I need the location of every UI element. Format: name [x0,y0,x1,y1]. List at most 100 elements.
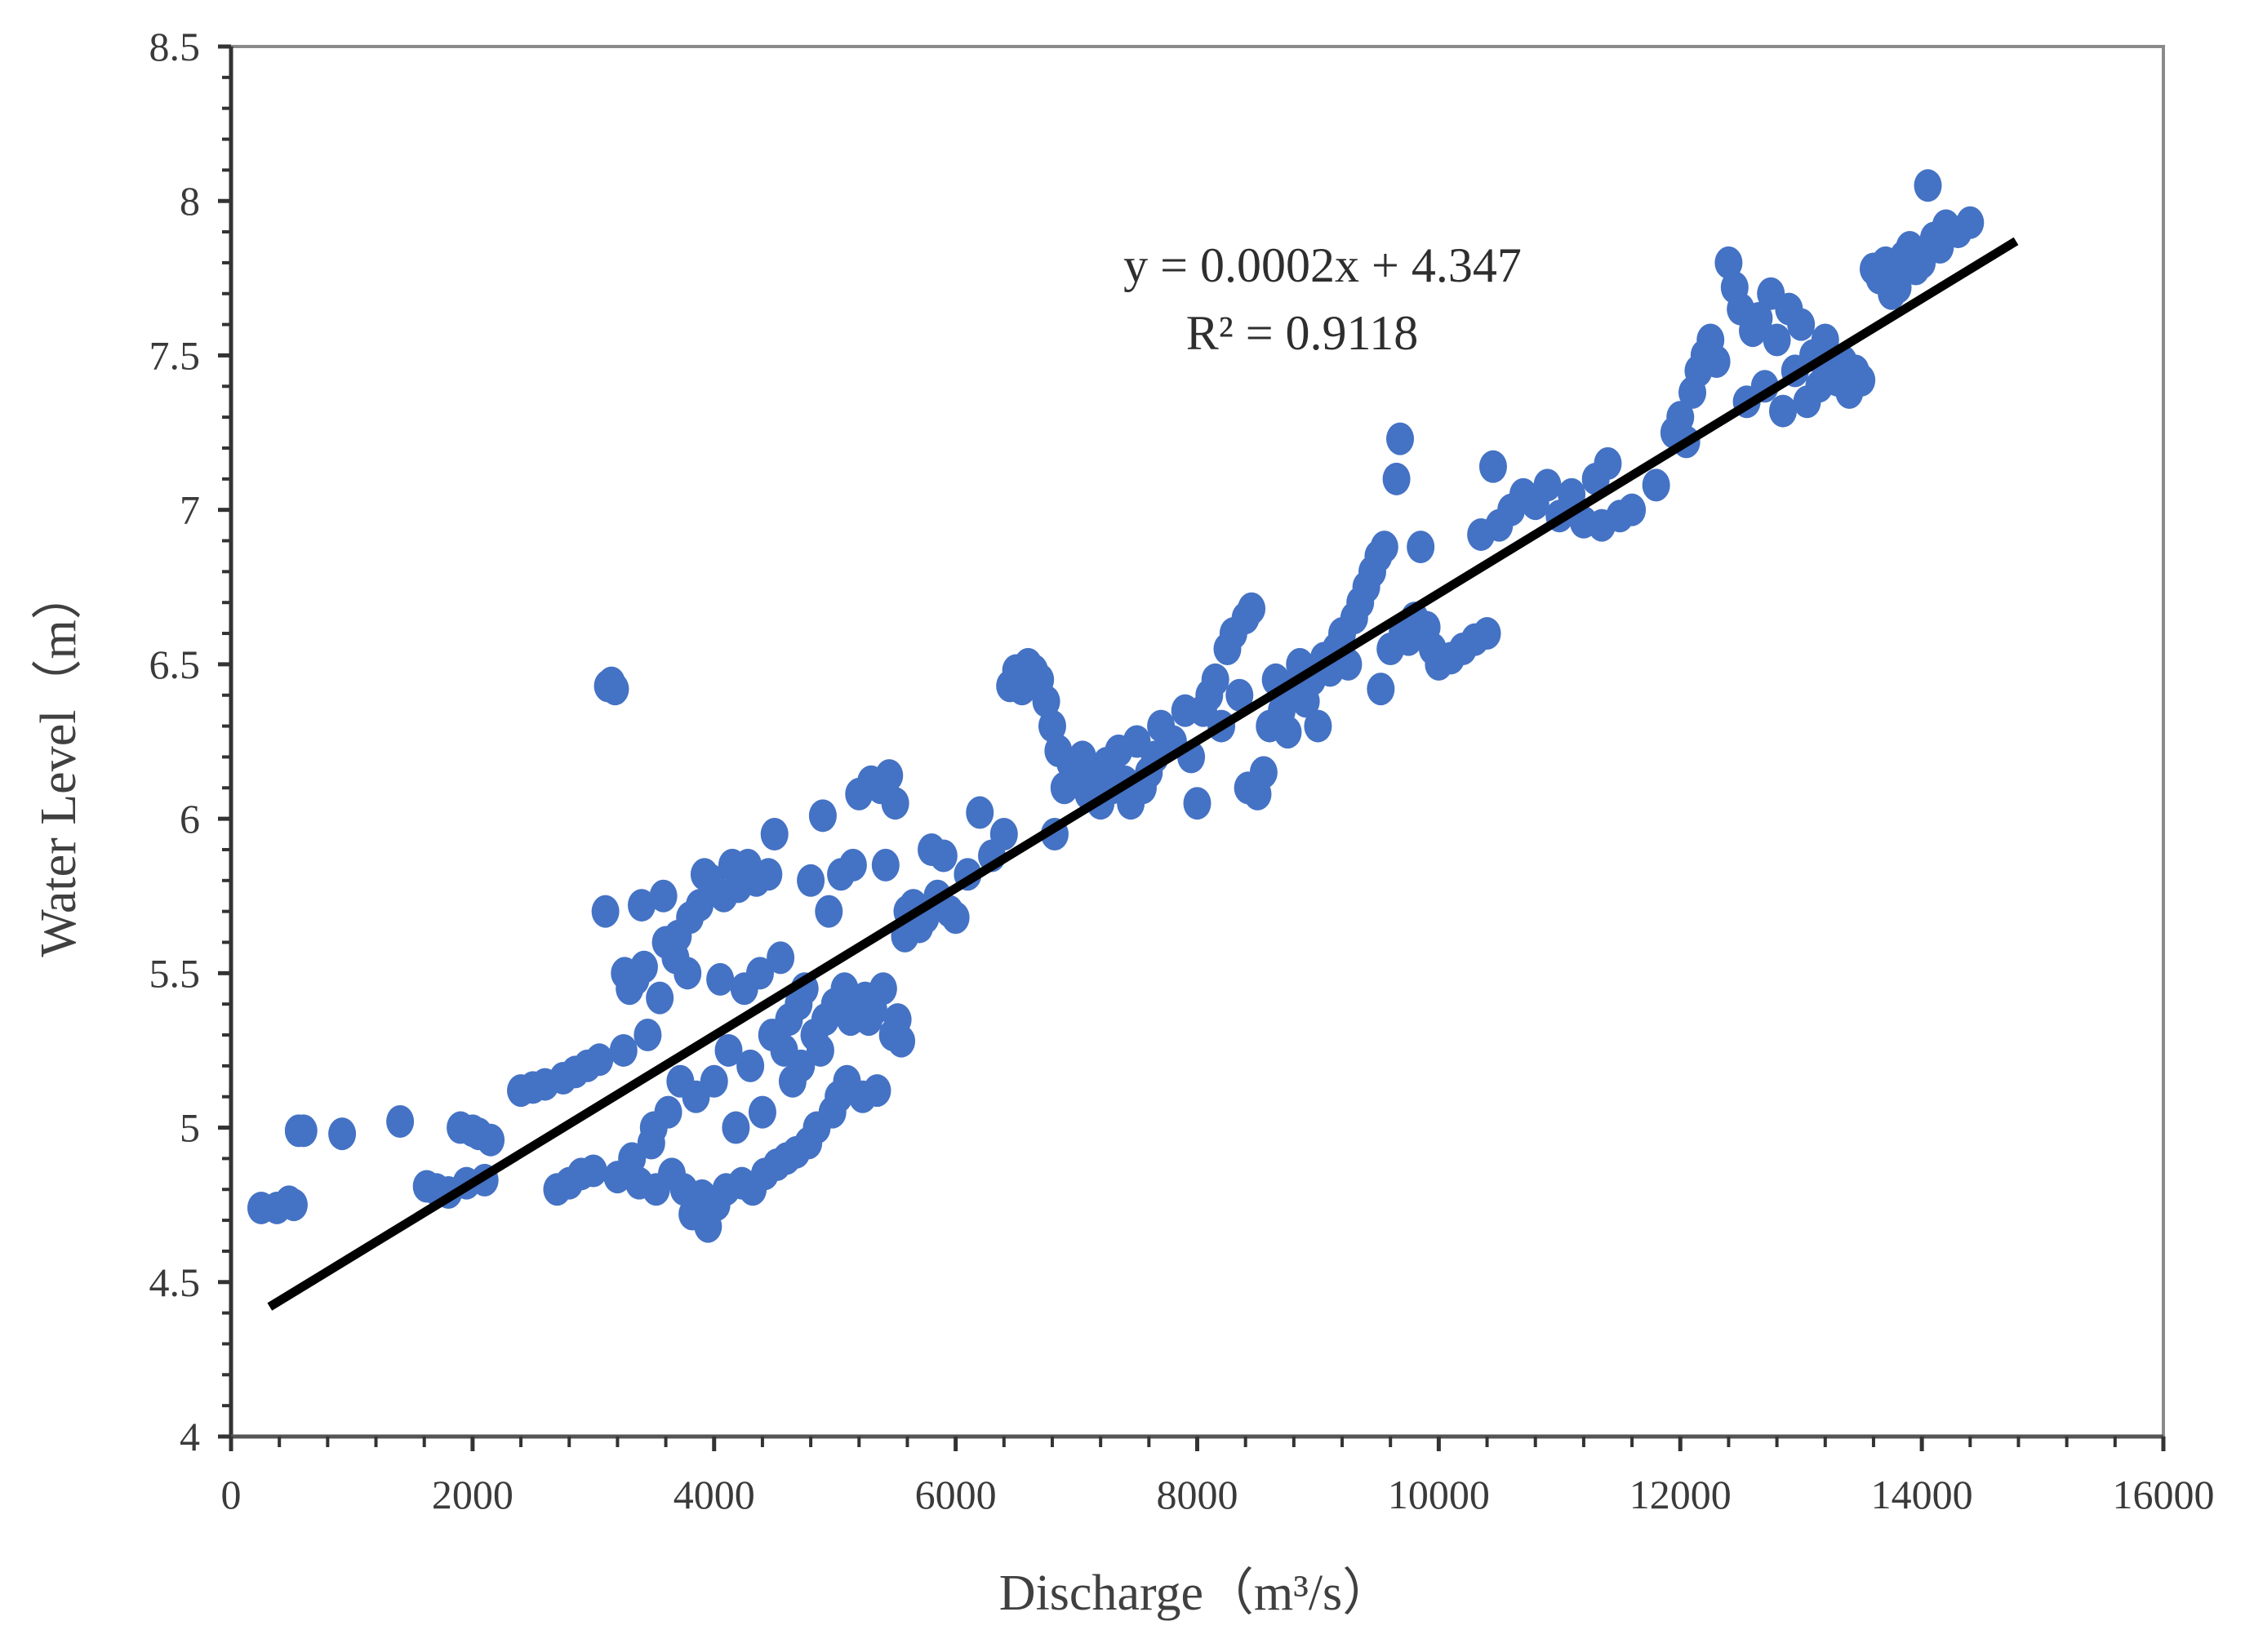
data-point [591,895,620,928]
data-point [797,864,825,897]
data-point [386,1104,415,1138]
data-point [1386,422,1415,455]
data-point [1183,787,1211,820]
data-point [714,1033,743,1067]
data-point [654,1095,682,1129]
y-axis-ticks: 4 4.5 5 5.5 6 6.5 7 7.5 8 8.5 [149,24,231,1459]
data-point [1201,663,1229,696]
data-point [1768,394,1797,428]
data-point [838,848,867,882]
data-point [477,1123,505,1157]
data-point [808,799,837,833]
y-tick-label: 4.5 [149,1259,201,1305]
data-point [748,1095,776,1129]
data-point [1642,469,1670,502]
data-point [1274,716,1302,749]
x-tick-label: 12000 [1629,1472,1732,1517]
y-tick-label: 7.5 [149,332,201,378]
x-axis-ticks: 0 2000 4000 6000 8000 10000 12000 14000 16000 [221,1437,2215,1517]
y-axis-title: Water Level（m） [31,569,87,957]
data-point [1956,206,1985,239]
data-point [875,759,904,793]
data-point [1407,531,1435,564]
data-point [649,879,678,913]
y-tick-label: 4 [180,1414,200,1459]
data-point [1666,401,1695,434]
data-point [700,1064,728,1098]
y-tick-label: 5.5 [149,950,201,996]
data-points [247,169,1985,1243]
data-point [989,818,1018,851]
data-point [1038,709,1066,743]
data-point [966,796,994,829]
x-axis-title: Discharge（m³/s） [999,1565,1393,1621]
data-point [627,889,656,922]
y-tick-label: 8.5 [149,24,201,69]
y-tick-label: 6.5 [149,642,201,687]
data-point [1032,685,1060,718]
data-point [1238,592,1266,625]
y-tick-label: 5 [180,1105,200,1151]
data-point [1745,302,1773,335]
data-point [1478,450,1507,483]
trendline-equation: y = 0.0002x + 4.347 [1123,238,1522,292]
x-tick-label: 6000 [915,1472,997,1517]
data-point [634,1019,662,1052]
trendline [267,237,2019,1311]
data-point [1714,246,1743,279]
x-tick-label: 10000 [1388,1472,1490,1517]
data-point [1225,678,1254,712]
data-point [706,962,735,996]
data-point [871,848,900,882]
data-point [815,895,843,928]
data-point [1533,469,1562,502]
data-point [1249,756,1278,789]
x-tick-label: 16000 [2113,1472,2215,1517]
data-point [745,957,774,990]
data-point [629,950,658,984]
data-point [1883,271,1912,304]
data-point [601,673,629,706]
data-point [685,889,714,922]
data-point [869,972,897,1006]
data-point [1787,308,1816,341]
data-point [767,941,795,975]
data-point [1847,363,1876,397]
x-tick-label: 4000 [674,1472,755,1517]
x-tick-label: 8000 [1157,1472,1238,1517]
data-point [289,1114,318,1148]
data-point [736,1049,765,1082]
data-point [646,981,674,1015]
data-point [1914,169,1942,202]
data-point [1473,617,1501,651]
data-point [279,1188,308,1222]
data-point [754,858,783,891]
data-point [1304,709,1332,743]
data-point [328,1117,357,1151]
y-tick-label: 7 [180,487,200,533]
data-point [760,818,789,851]
data-point [722,1111,750,1144]
x-tick-label: 2000 [432,1472,513,1517]
data-point [806,1033,834,1067]
data-point [929,839,958,873]
y-tick-label: 8 [180,178,200,224]
data-point [1763,323,1791,357]
data-point [1382,462,1411,495]
data-point [1370,531,1398,564]
data-point [1367,673,1395,706]
data-point [579,1154,607,1188]
x-tick-label: 14000 [1871,1472,1973,1517]
data-point [585,1043,614,1077]
data-point [1618,493,1647,526]
y-tick-label: 6 [180,796,200,842]
r-squared-label: R² = 0.9118 [1186,306,1419,360]
data-point [1594,446,1622,480]
data-point [863,1074,891,1108]
data-point [674,957,702,990]
x-tick-label: 0 [221,1472,242,1517]
data-point [941,901,970,935]
data-point [609,1033,638,1067]
data-point [1702,345,1731,379]
